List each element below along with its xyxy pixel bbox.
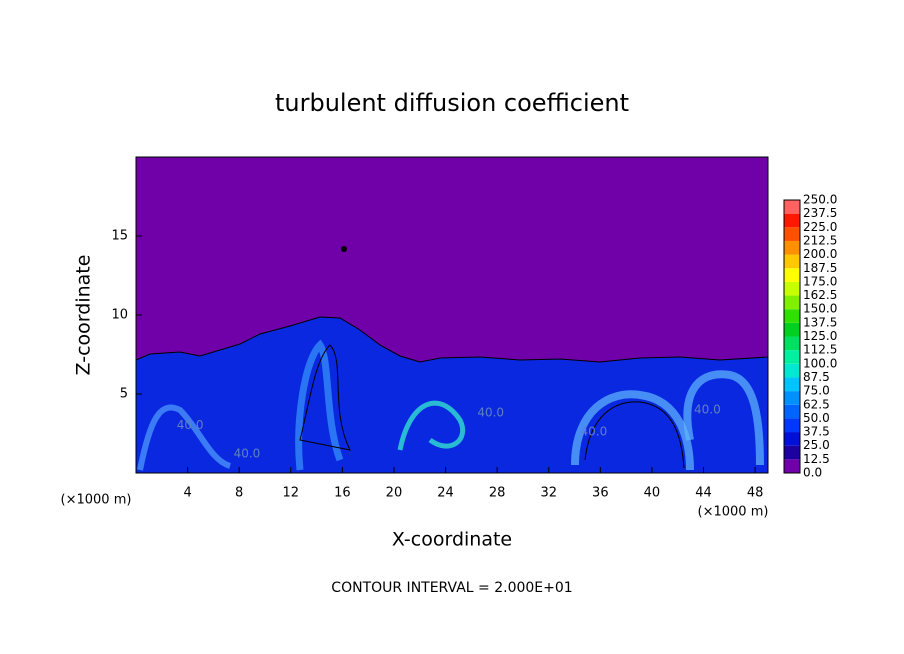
colorbar-band: [784, 295, 800, 310]
contour-line: [584, 401, 685, 469]
colorbar-label: 87.5: [803, 370, 830, 384]
colorbar-band: [784, 322, 800, 337]
colorbar-label: 50.0: [803, 411, 830, 425]
swirl: [137, 404, 232, 471]
colorbar-label: 37.5: [803, 425, 830, 439]
colorbar-band: [784, 213, 800, 228]
colorbar-band: [784, 281, 800, 296]
colorbar-label: 112.5: [803, 343, 837, 357]
x-tick-label: 28: [489, 486, 506, 501]
contour-label: 40.0: [477, 405, 504, 419]
contour-label: 40.0: [177, 418, 204, 432]
colorbar-label: 25.0: [803, 438, 830, 452]
colorbar-band: [784, 418, 800, 433]
x-tick-label: 20: [386, 486, 403, 501]
x-tick-label: 40: [644, 486, 661, 501]
colorbar-band: [784, 227, 800, 241]
colorbar-band: [784, 336, 800, 351]
colorbar-label: 237.5: [803, 206, 837, 220]
x-tick-label: 44: [695, 486, 712, 501]
x-tick-label: 4: [183, 486, 191, 501]
colorbar-label: 100.0: [803, 356, 837, 370]
colorbar-band: [784, 200, 800, 214]
colorbar-band: [784, 459, 800, 473]
contour-line: [299, 344, 351, 451]
dot: [341, 246, 347, 252]
colorbar-band: [784, 240, 800, 255]
x-tick-label: 12: [283, 486, 300, 501]
y-axis-label: Z-coordinate: [73, 255, 95, 376]
footer: CONTOUR INTERVAL = 2.000E+01: [331, 580, 572, 596]
chart-title: turbulent diffusion coefficient: [275, 89, 629, 117]
turbulent-layer: [135, 316, 769, 474]
x-tick-label: 24: [437, 486, 454, 501]
colorbar-label: 225.0: [803, 220, 837, 234]
colorbar-band: [784, 432, 800, 446]
contour-label: 40.0: [694, 402, 721, 416]
x-unit: (×1000 m): [61, 493, 132, 508]
swirl: [683, 370, 764, 466]
colorbar-label: 212.5: [803, 233, 837, 247]
colorbar-label: 175.0: [803, 274, 837, 288]
colorbar-label: 125.0: [803, 329, 837, 343]
swirl: [295, 339, 344, 471]
x-tick-label: 16: [334, 486, 351, 501]
x-tick-label: 8: [235, 486, 243, 501]
x-tick-label: 48: [747, 486, 764, 501]
colorbar-band: [784, 350, 800, 364]
colorbar-label: 137.5: [803, 315, 837, 329]
contour-label: 40.0: [581, 424, 608, 438]
colorbar-label: 200.0: [803, 247, 837, 261]
colorbar-frame: [783, 199, 801, 474]
field: [135, 156, 769, 474]
colorbar-band: [784, 268, 800, 282]
colorbar-band: [784, 445, 800, 460]
colorbar-label: 62.5: [803, 397, 830, 411]
contour-label: 40.0: [234, 447, 261, 461]
colorbar-label: 250.0: [803, 193, 837, 207]
colorbar-band: [784, 254, 800, 269]
y-tick-label: 5: [120, 387, 128, 402]
colorbar-label: 0.0: [803, 466, 822, 480]
y-tick-label: 15: [111, 229, 128, 244]
colorbar-label: 75.0: [803, 384, 830, 398]
colorbar-band: [784, 377, 800, 392]
colorbar-label: 187.5: [803, 261, 837, 275]
x-unit: (×1000 m): [698, 505, 769, 520]
x-tick-label: 32: [540, 486, 557, 501]
y-tick-label: 10: [111, 308, 128, 323]
colorbar-band: [784, 404, 800, 419]
colorbar-band: [784, 309, 800, 323]
colorbar-band: [784, 363, 800, 378]
colorbar-label: 12.5: [803, 452, 830, 466]
colorbar-label: 150.0: [803, 302, 837, 316]
x-tick-label: 36: [592, 486, 609, 501]
x-axis-label: X-coordinate: [392, 529, 512, 551]
colorbar-band: [784, 391, 800, 405]
swirl: [397, 400, 466, 451]
colorbar-label: 162.5: [803, 288, 837, 302]
